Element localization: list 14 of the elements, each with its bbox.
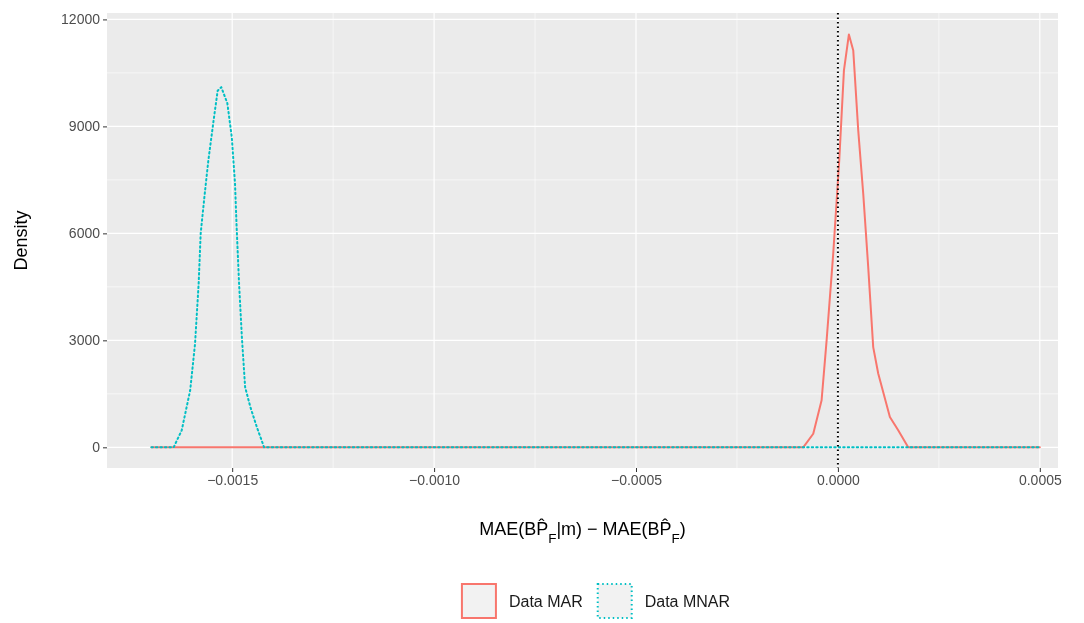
x-tick-label: 0.0000 bbox=[817, 471, 861, 488]
legend-label: Data MNAR bbox=[644, 593, 731, 610]
y-tick-label: 0 bbox=[92, 439, 101, 456]
y-tick-label: 6000 bbox=[68, 225, 101, 242]
y-tick-label: 12000 bbox=[61, 11, 101, 28]
x-tick-label: −0.0015 bbox=[207, 471, 259, 488]
x-tick-label: −0.0010 bbox=[409, 471, 461, 488]
x-tick-label: −0.0005 bbox=[611, 471, 663, 488]
x-tick-label: 0.0005 bbox=[1018, 471, 1062, 488]
y-tick-label: 9000 bbox=[68, 118, 101, 135]
y-axis-title: Density bbox=[11, 210, 31, 271]
y-tick-label: 3000 bbox=[68, 332, 101, 349]
x-axis-title: MAE(BP̂$_{F}$|m) − MAE(BP̂$_{F}$) bbox=[479, 518, 686, 546]
legend-label: Data MAR bbox=[508, 593, 583, 610]
